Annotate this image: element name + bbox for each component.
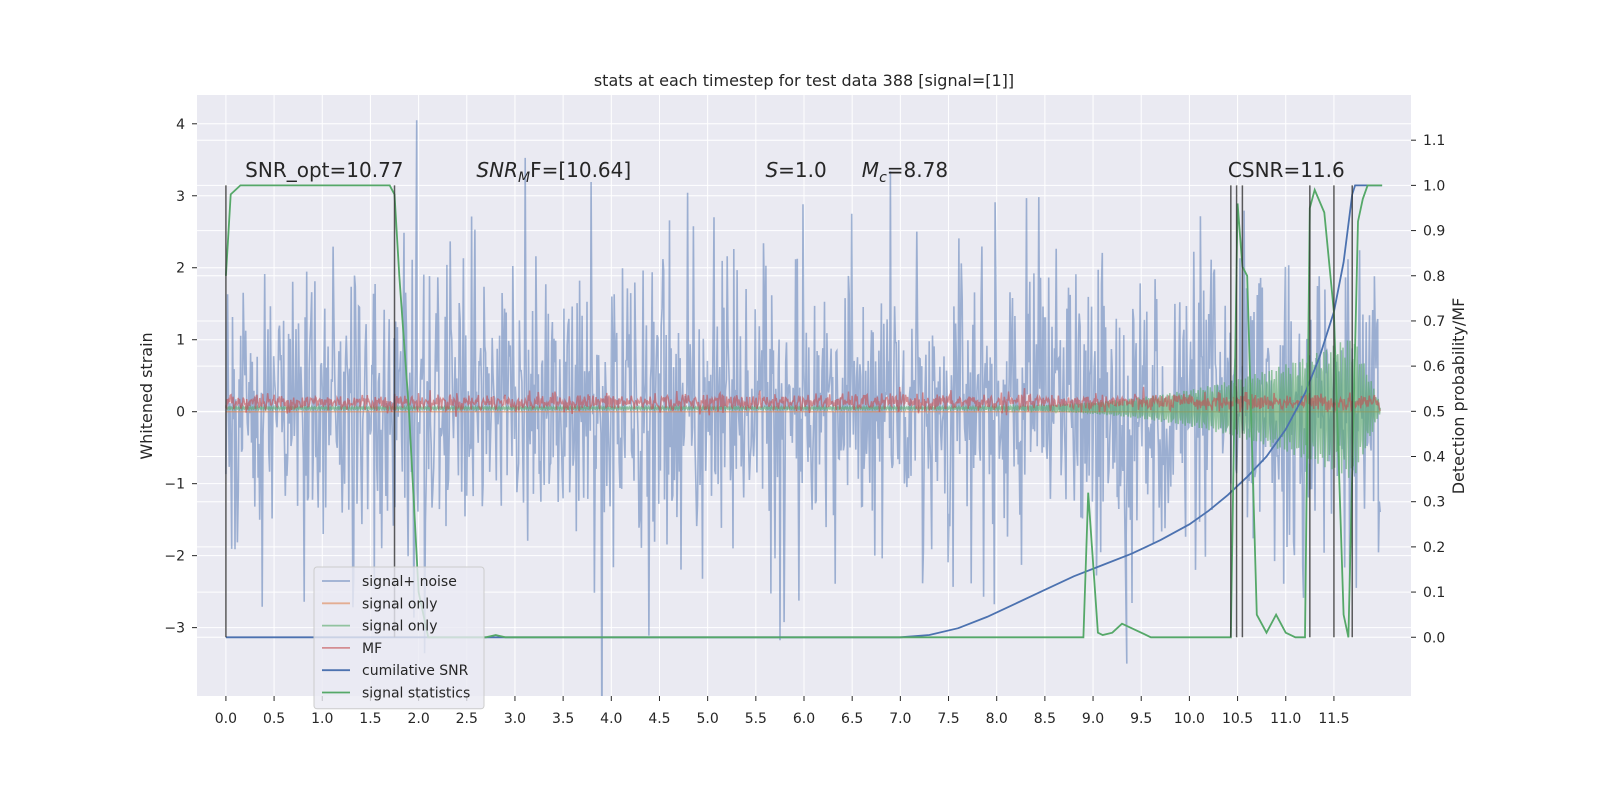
y-tick-label: 3 (176, 189, 185, 205)
y-tick-label: 2 (176, 261, 185, 277)
x-ticks: 0.0 0.5 1.0 1.5 2.0 2.5 3.0 3.5 4.0 4.5 5.0 5.5 6.0 6… (215, 696, 1350, 727)
legend-label: signal only (362, 619, 437, 635)
legend-label: cumilative SNR (362, 663, 469, 679)
y-tick-label: 1 (176, 333, 185, 349)
x-tick-label: 2.0 (407, 711, 429, 727)
legend-label: signal only (362, 596, 437, 612)
y2-tick-label: 1.1 (1423, 133, 1445, 149)
annotation-rest: =8.78 (887, 158, 948, 182)
y-tick-label: −2 (164, 549, 185, 565)
x-tick-label: 8.5 (1034, 711, 1056, 727)
y2-ticks: 1.1 1.0 0.9 0.8 0.7 0.6 0.5 0.4 0.3 0.2 0.1 0.0 (1411, 133, 1445, 646)
y2-tick-label: 0.7 (1423, 314, 1445, 330)
annotation-main: M (862, 158, 879, 182)
annotation-main: CSNR=11.6 (1228, 158, 1345, 182)
y-axis-label: Whitened strain (137, 332, 156, 459)
series-signal-statistics-line (225, 184, 1383, 639)
annotation-text: S=1.0 (765, 158, 826, 182)
y-tick-label: 0 (176, 405, 185, 421)
x-tick-label: 6.5 (841, 711, 863, 727)
y-tick-label: 4 (176, 117, 185, 133)
annotation-main: S (765, 158, 778, 182)
legend-label: signal statistics (362, 686, 470, 702)
x-tick-label: 3.0 (504, 711, 526, 727)
x-tick-label: 4.5 (648, 711, 670, 727)
y2-axis-label: Detection probability/MF (1449, 298, 1468, 495)
x-tick-label: 6.0 (793, 711, 815, 727)
annotation-text: CSNR=11.6 (1228, 158, 1345, 182)
annotation-main: SNR_opt=10.77 (245, 158, 403, 182)
vertical-lines (225, 185, 1353, 638)
y2-tick-label: 0.4 (1423, 450, 1445, 466)
x-tick-label: 3.5 (552, 711, 574, 727)
annotation-text: SNR_opt=10.77 (245, 158, 403, 182)
x-tick-label: 10.0 (1174, 711, 1205, 727)
y2-tick-label: 0.5 (1423, 404, 1445, 420)
x-tick-label: 5.0 (697, 711, 719, 727)
x-tick-label: 7.0 (889, 711, 911, 727)
annotations: SNR_opt=10.77 SNRMF=[10.64] S=1.0 Mc=8.78 CS… (245, 158, 1345, 186)
x-tick-label: 1.0 (311, 711, 333, 727)
annotation-text: Mc=8.78 (862, 158, 948, 186)
x-tick-label: 8.0 (986, 711, 1008, 727)
legend: signal+ noise signal only signal only MF cum… (313, 566, 485, 710)
x-tick-label: 0.0 (215, 711, 237, 727)
x-tick-label: 11.5 (1318, 711, 1349, 727)
chart-title: stats at each timestep for test data 388… (594, 71, 1014, 90)
x-tick-label: 2.5 (456, 711, 478, 727)
y2-tick-label: 0.2 (1423, 540, 1445, 556)
annotation-subscript: M (518, 170, 530, 186)
y2-tick-label: 0.1 (1423, 585, 1445, 601)
x-tick-label: 10.5 (1222, 711, 1253, 727)
x-tick-label: 0.5 (263, 711, 285, 727)
y-tick-label: −1 (164, 477, 185, 493)
y2-tick-label: 0.9 (1423, 224, 1445, 240)
annotation-subscript: c (879, 170, 887, 186)
annotation-rest: =1.0 (778, 158, 827, 182)
x-tick-label: 9.0 (1082, 711, 1104, 727)
x-tick-label: 4.0 (600, 711, 622, 727)
x-tick-label: 11.0 (1270, 711, 1301, 727)
y-tick-label: −3 (164, 621, 185, 637)
annotation-text: SNRMF=[10.64] (476, 158, 631, 186)
legend-box (313, 566, 485, 710)
x-tick-label: 9.5 (1130, 711, 1152, 727)
y2-tick-label: 0.6 (1423, 359, 1445, 375)
x-tick-label: 7.5 (937, 711, 959, 727)
legend-label: MF (362, 641, 382, 657)
y2-tick-label: 0.0 (1423, 630, 1445, 646)
y2-tick-label: 0.3 (1423, 495, 1445, 511)
y-ticks: 4 3 2 1 0 −1 −2 −3 (164, 117, 197, 637)
annotation-main: SNR (476, 158, 518, 182)
legend-label: signal+ noise (362, 574, 457, 590)
annotation-rest: F=[10.64] (530, 158, 631, 182)
series-mf-line (225, 386, 1381, 417)
y2-tick-label: 0.8 (1423, 269, 1445, 285)
x-tick-label: 1.5 (359, 711, 381, 727)
y2-tick-label: 1.0 (1423, 178, 1445, 194)
x-tick-label: 5.5 (745, 711, 767, 727)
